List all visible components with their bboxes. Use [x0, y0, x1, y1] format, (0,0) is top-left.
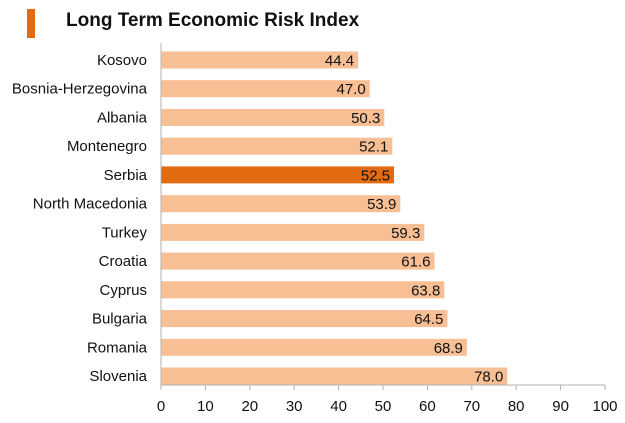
value-label: 52.1 — [359, 139, 388, 156]
value-label: 53.9 — [367, 196, 396, 213]
value-label: 52.5 — [361, 167, 390, 184]
category-label: Croatia — [99, 253, 148, 270]
value-label: 47.0 — [336, 81, 365, 98]
category-label: Montenegro — [67, 138, 147, 155]
category-label: Romania — [87, 339, 148, 356]
category-label: North Macedonia — [33, 196, 148, 213]
bar-montenegro — [161, 137, 393, 155]
bar-romania — [161, 338, 467, 356]
category-label: Turkey — [102, 224, 148, 241]
category-label: Slovenia — [89, 368, 147, 385]
value-label: 68.9 — [434, 340, 463, 357]
x-tick-label: 70 — [463, 398, 480, 415]
x-tick-label: 80 — [508, 398, 525, 415]
bar-turkey — [161, 223, 425, 241]
x-tick-label: 40 — [330, 398, 347, 415]
x-tick-label: 30 — [286, 398, 303, 415]
bar-albania — [161, 109, 385, 126]
value-label: 50.3 — [351, 110, 380, 127]
value-label: 63.8 — [411, 282, 440, 299]
x-tick-label: 10 — [197, 398, 214, 415]
x-tick-label: 50 — [375, 398, 392, 415]
bar-croatia — [161, 252, 435, 270]
value-label: 61.6 — [401, 254, 430, 271]
bar-kosovo — [161, 51, 359, 69]
category-label: Kosovo — [97, 52, 147, 69]
x-tick-label: 100 — [592, 398, 617, 415]
category-label: Albania — [97, 110, 148, 127]
bar-bulgaria — [161, 310, 448, 328]
bar-slovenia — [161, 367, 508, 385]
chart-title: Long Term Economic Risk Index — [66, 10, 360, 31]
category-label: Bosnia-Herzegovina — [12, 81, 148, 98]
category-label: Serbia — [104, 167, 148, 184]
x-tick-label: 20 — [241, 398, 258, 415]
value-label: 44.4 — [325, 53, 354, 70]
bar-north-macedonia — [161, 195, 401, 213]
category-label: Cyprus — [99, 282, 147, 299]
title-marker — [27, 9, 35, 38]
category-label: Bulgaria — [92, 311, 148, 328]
x-tick-label: 90 — [552, 398, 569, 415]
value-label: 64.5 — [414, 311, 443, 328]
x-tick-label: 0 — [157, 398, 165, 415]
value-label: 78.0 — [474, 369, 503, 386]
value-label: 59.3 — [391, 225, 420, 242]
bar-serbia — [161, 166, 395, 184]
bar-bosnia-herzegovina — [161, 80, 370, 98]
x-tick-label: 60 — [419, 398, 436, 415]
bar-cyprus — [161, 281, 445, 299]
